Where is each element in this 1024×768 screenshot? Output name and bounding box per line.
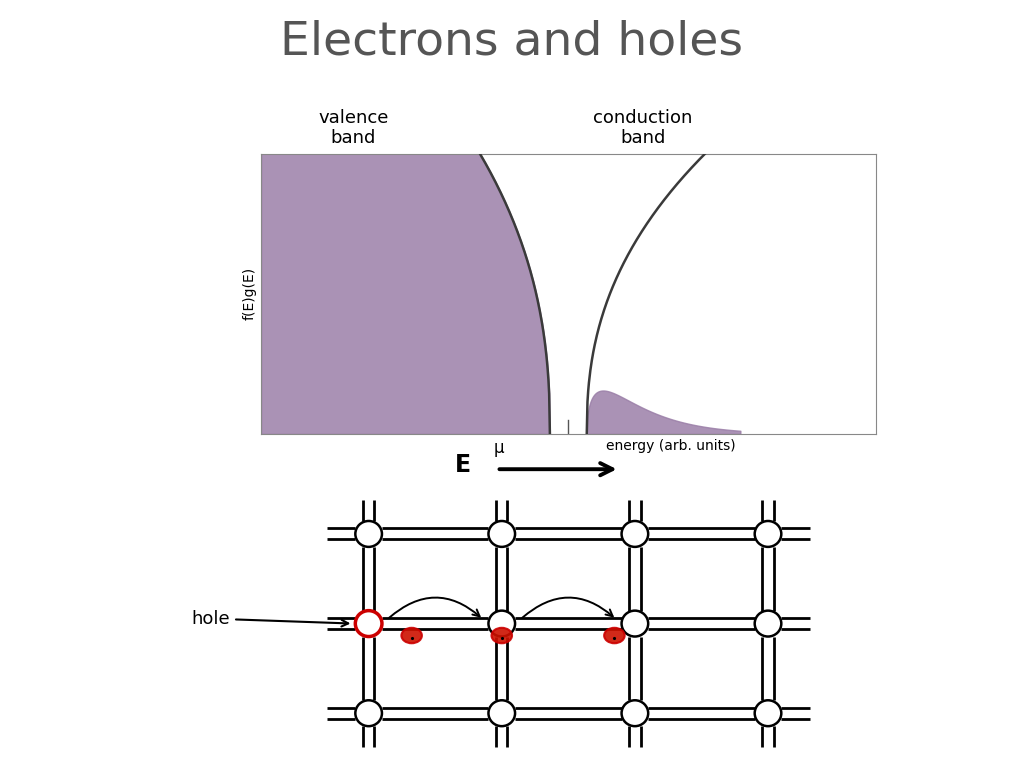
Text: Electrons and holes: Electrons and holes [281,19,743,65]
Circle shape [622,611,648,637]
Text: hole: hole [191,610,348,627]
Circle shape [355,521,382,547]
Circle shape [488,611,515,637]
Text: μ: μ [494,439,504,457]
Circle shape [622,700,648,727]
Circle shape [755,521,781,547]
Text: energy (arb. units): energy (arb. units) [606,439,735,453]
Circle shape [488,700,515,727]
Circle shape [488,521,515,547]
Ellipse shape [604,627,625,644]
Text: conduction
band: conduction band [593,108,693,147]
Circle shape [355,611,382,637]
Circle shape [622,521,648,547]
Circle shape [755,700,781,727]
Y-axis label: f(E)g(E): f(E)g(E) [243,267,257,320]
Text: valence
band: valence band [318,108,388,147]
Ellipse shape [492,627,512,644]
Ellipse shape [401,627,422,644]
Circle shape [355,700,382,727]
Circle shape [755,611,781,637]
Text: E: E [455,453,471,477]
